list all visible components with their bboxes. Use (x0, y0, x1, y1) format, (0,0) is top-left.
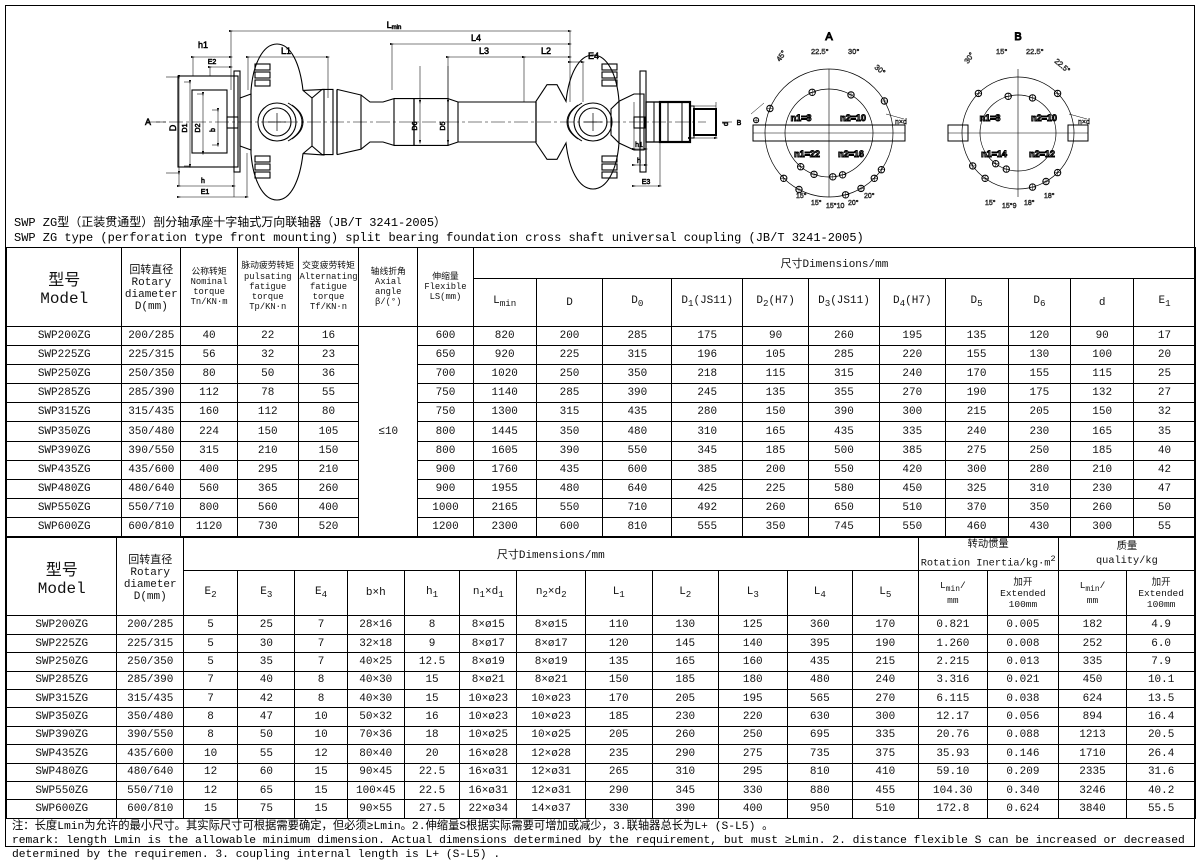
svg-text:15°: 15° (985, 199, 996, 207)
svg-text:Lmin: Lmin (387, 20, 402, 31)
svg-text:L3: L3 (479, 46, 489, 56)
svg-text:22.5°: 22.5° (811, 47, 829, 56)
svg-text:n2=10: n2=10 (1031, 113, 1057, 123)
svg-text:L2: L2 (541, 46, 551, 56)
svg-text:n2=10: n2=10 (840, 113, 866, 123)
svg-text:45°: 45° (774, 49, 788, 63)
svg-text:18°: 18° (1024, 199, 1035, 207)
svg-text:30°: 30° (848, 47, 859, 56)
svg-text:n1=22: n1=22 (794, 149, 820, 159)
svg-text:20°: 20° (864, 192, 875, 200)
svg-text:n2=16: n2=16 (838, 149, 864, 159)
svg-text:30°: 30° (873, 63, 887, 77)
svg-text:18°: 18° (1044, 192, 1055, 200)
svg-text:15°9: 15°9 (1002, 202, 1017, 210)
svg-text:15°10: 15°10 (826, 202, 844, 210)
svg-text:A: A (145, 117, 151, 127)
svg-text:h1: h1 (635, 142, 643, 149)
svg-text:n2=12: n2=12 (1029, 149, 1055, 159)
svg-text:h: h (637, 158, 641, 165)
svg-text:20°: 20° (848, 199, 859, 207)
svg-text:E3: E3 (642, 179, 651, 186)
svg-text:d: d (723, 122, 730, 126)
svg-text:15°: 15° (796, 192, 807, 200)
svg-text:n1=14: n1=14 (981, 149, 1007, 159)
svg-text:15°: 15° (996, 47, 1007, 56)
svg-text:A: A (825, 31, 833, 43)
svg-text:15°: 15° (811, 199, 822, 207)
svg-text:L4: L4 (471, 33, 481, 43)
svg-text:B: B (1014, 31, 1021, 43)
svg-text:B: B (737, 120, 742, 127)
svg-text:22.5°: 22.5° (1026, 47, 1044, 56)
svg-text:n×d: n×d (895, 119, 907, 126)
svg-text:L1: L1 (281, 46, 291, 56)
svg-text:E1: E1 (201, 189, 210, 196)
svg-text:b: b (210, 128, 217, 132)
svg-text:h: h (201, 178, 205, 185)
svg-text:E4: E4 (588, 51, 599, 61)
svg-text:n×d: n×d (1078, 119, 1090, 126)
svg-text:D2: D2 (195, 123, 202, 132)
svg-text:n1=8: n1=8 (980, 113, 1001, 123)
svg-text:D1: D1 (182, 123, 189, 132)
svg-text:D: D (168, 124, 178, 131)
svg-text:D5: D5 (440, 121, 447, 130)
svg-text:n1=8: n1=8 (791, 113, 812, 123)
svg-text:E2: E2 (208, 59, 217, 66)
svg-text:D6: D6 (412, 121, 419, 130)
svg-text:30°: 30° (962, 51, 976, 65)
svg-text:h1: h1 (198, 40, 208, 50)
svg-text:22.5°: 22.5° (1053, 57, 1072, 75)
